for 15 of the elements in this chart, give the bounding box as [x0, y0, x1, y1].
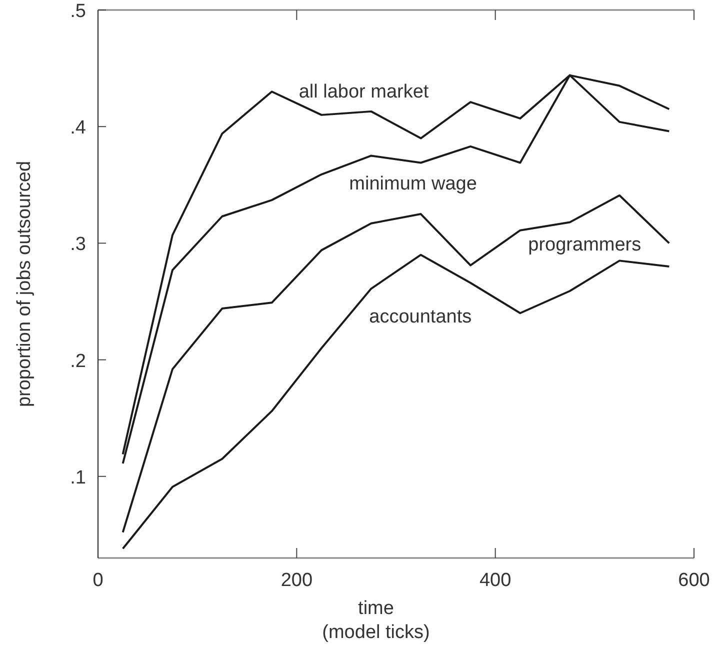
x-axis-title: time (model ticks) — [322, 598, 430, 643]
series-label: programmers — [528, 234, 642, 256]
y-tick-label: .5 — [70, 1, 86, 22]
y-tick-label: .4 — [70, 118, 86, 139]
x-tick-label: 400 — [479, 570, 512, 591]
x-tick-label: 0 — [92, 570, 104, 591]
x-tick-label: 600 — [678, 570, 710, 591]
series-label: minimum wage — [349, 174, 477, 195]
y-tick-label: .3 — [70, 234, 86, 256]
y-axis-title: proportion of jobs outsourced — [14, 160, 35, 408]
x-tick-label: 200 — [280, 570, 313, 591]
y-tick-label: .2 — [70, 350, 86, 372]
series-label: accountants — [369, 306, 472, 328]
series-label: all labor market — [298, 82, 430, 103]
y-tick-label: .1 — [70, 467, 86, 488]
